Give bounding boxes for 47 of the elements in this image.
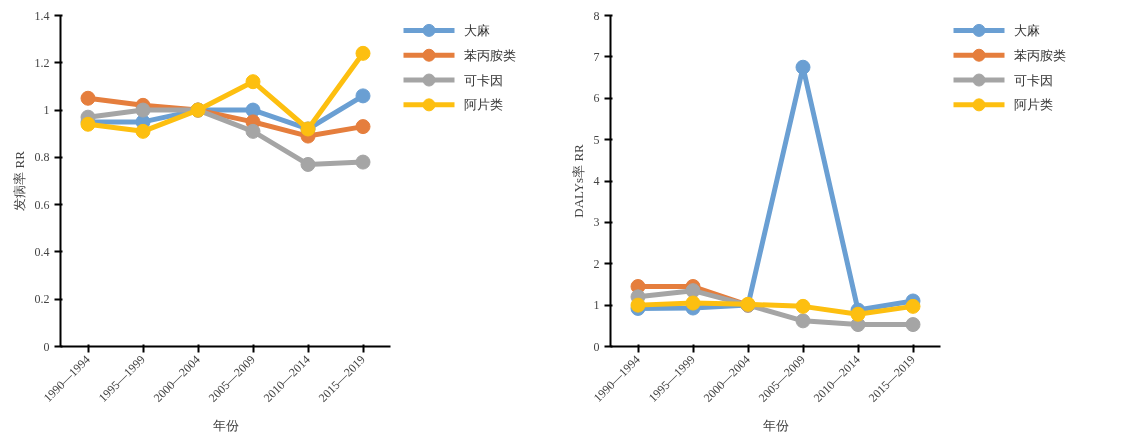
y-tick-label: 3	[593, 215, 600, 230]
legend-label: 苯丙胺类	[1013, 47, 1066, 63]
point	[245, 74, 261, 90]
y-tick-label: 0	[43, 339, 50, 354]
point	[905, 317, 921, 333]
point	[795, 59, 811, 75]
legend-label: 苯丙胺类	[463, 47, 516, 63]
y-tick-label: 0	[593, 339, 600, 354]
x-axis-title: 年份	[212, 417, 239, 433]
point	[355, 88, 371, 104]
point	[245, 123, 261, 139]
y-tick-label: 2	[593, 256, 600, 271]
y-tick-label: 6	[593, 91, 600, 106]
y-tick-label: 1.4	[34, 8, 50, 23]
legend-label: 大麻	[1013, 22, 1040, 38]
legend-label: 阿片类	[1013, 97, 1053, 113]
point	[80, 90, 96, 106]
point	[850, 306, 866, 322]
y-tick-label: 7	[593, 49, 600, 64]
legend-label: 可卡因	[463, 72, 503, 88]
point	[795, 298, 811, 314]
y-tick-label: 0.4	[34, 244, 50, 259]
legend-label: 大麻	[463, 22, 490, 38]
point	[300, 156, 316, 172]
point	[355, 45, 371, 61]
y-tick-label: 0.6	[34, 197, 50, 212]
legend-label: 阿片类	[463, 97, 503, 113]
y-tick-label: 0.2	[34, 292, 50, 307]
point	[795, 313, 811, 329]
point	[135, 123, 151, 139]
y-tick-label: 8	[593, 8, 600, 23]
legend-label: 可卡因	[1013, 72, 1053, 88]
point	[355, 119, 371, 135]
y-axis-title: DALYs率 RR	[570, 143, 586, 218]
y-tick-label: 1	[593, 298, 600, 313]
point	[905, 298, 921, 314]
point	[685, 295, 701, 311]
point	[685, 283, 701, 299]
y-tick-label: 5	[593, 132, 600, 147]
point	[135, 102, 151, 118]
y-tick-label: 4	[593, 174, 600, 188]
point	[355, 154, 371, 170]
y-tick-label: 1	[43, 103, 50, 118]
y-axis-title: 发病率 RR	[11, 150, 27, 211]
y-tick-label: 1.2	[34, 55, 50, 70]
x-axis-title: 年份	[762, 417, 789, 433]
y-tick-label: 0.8	[34, 150, 50, 165]
